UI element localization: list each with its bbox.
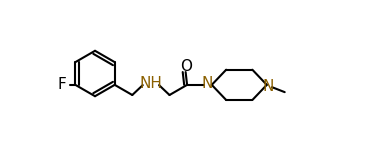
Text: N: N bbox=[202, 76, 213, 91]
Text: N: N bbox=[263, 78, 274, 93]
Text: F: F bbox=[57, 77, 66, 92]
Text: NH: NH bbox=[140, 76, 162, 91]
Text: O: O bbox=[179, 59, 192, 74]
